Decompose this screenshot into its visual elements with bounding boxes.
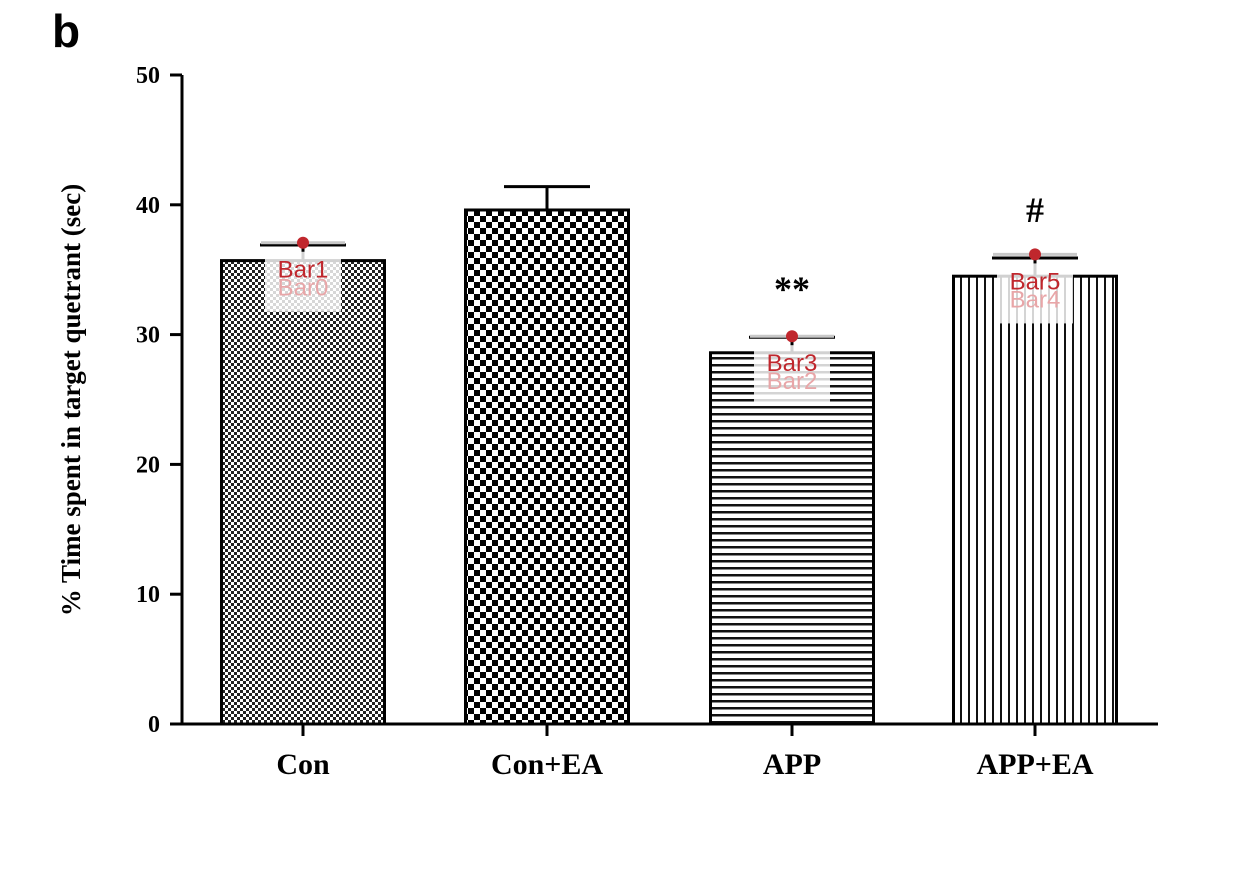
x-tick-label: Con [276,748,330,781]
y-tick-label: 0 [148,712,160,738]
annotation-dot [1029,248,1041,261]
annotation-label: Bar1 [278,257,329,284]
y-axis-ticks: 0 10 20 30 40 50 [136,63,182,738]
significance-markers: ** # [774,190,1044,309]
y-tick-label: 10 [136,582,160,608]
bar-con-ea [464,208,630,726]
bar-app-ea [952,274,1118,726]
bar-con [220,259,386,726]
x-tick-label: APP [763,748,821,781]
annotation-box [754,345,830,406]
annotation-label: Bar5 [1010,268,1061,295]
bars [220,208,1118,726]
annotation-box [265,251,341,312]
y-tick-label: 30 [136,323,160,349]
annotation-label-faded: Bar4 [1010,286,1061,313]
significance-marker: # [1026,190,1044,230]
annotation-label-faded: Bar2 [767,368,818,395]
y-tick-label: 20 [136,452,160,478]
y-axis-label: % Time spent in target quetrant (sec) [56,184,86,616]
x-tick-label: APP+EA [976,748,1093,781]
annotation-box [997,263,1073,324]
annotation-dot [786,330,798,343]
y-tick-label: 40 [136,193,160,219]
x-axis-labels: Con Con+EA APP APP+EA [276,748,1094,781]
significance-marker: ** [774,269,810,309]
annotation-label: Bar3 [767,350,818,377]
annotation-dot [297,236,309,249]
y-tick-label: 50 [136,63,160,89]
annotation-label-faded: Bar0 [278,275,329,302]
panel-letter: b [52,5,80,57]
bar-app [709,351,875,726]
x-tick-label: Con+EA [491,748,603,781]
axes [180,75,1158,736]
